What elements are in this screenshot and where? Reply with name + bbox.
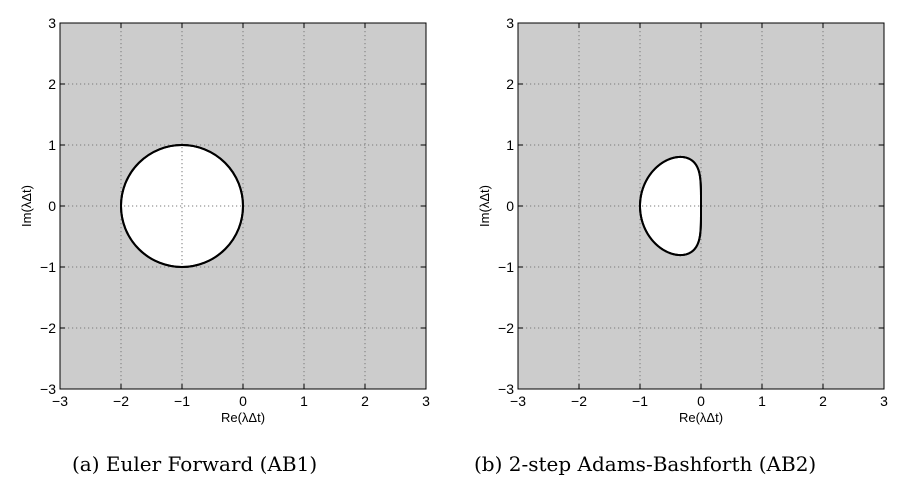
a-x-tick-label: −3 bbox=[52, 393, 68, 409]
b-y-tick-label: 2 bbox=[506, 76, 514, 92]
b-y-tick-label: −2 bbox=[498, 320, 514, 336]
b-stability-boundary bbox=[639, 155, 702, 257]
caption-euler-forward: (a) Euler Forward (AB1) bbox=[72, 452, 318, 476]
b-y-tick-label: 0 bbox=[506, 198, 514, 214]
b-y-tick-label: 3 bbox=[506, 15, 514, 31]
b-x-tick-label: 1 bbox=[758, 393, 766, 409]
a-x-tick-label: 0 bbox=[239, 393, 247, 409]
a-y-tick-label: −3 bbox=[40, 381, 56, 397]
a-x-axis-label: Re(λΔt) bbox=[221, 410, 265, 425]
b-y-tick-label: −1 bbox=[498, 259, 514, 275]
plot-adams-bashforth-2: −3 −2 −1 0 1 2 3 −3 −2 −1 0 1 2 3 Re(λΔt) Im(λΔt) bbox=[477, 15, 888, 425]
a-y-axis-label: Im(λΔt) bbox=[19, 185, 34, 227]
a-x-tick-label: −1 bbox=[174, 393, 190, 409]
b-x-tick-label: 3 bbox=[880, 393, 888, 409]
b-y-axis-label: Im(λΔt) bbox=[477, 185, 492, 227]
a-stability-boundary bbox=[120, 144, 244, 268]
a-x-tick-label: 2 bbox=[361, 393, 369, 409]
b-x-axis-label: Re(λΔt) bbox=[679, 410, 723, 425]
a-x-tick-label: 1 bbox=[300, 393, 308, 409]
a-y-tick-label: 3 bbox=[48, 15, 56, 31]
b-x-tick-label: 0 bbox=[697, 393, 705, 409]
a-x-tick-label: 3 bbox=[422, 393, 430, 409]
a-y-tick-label: −1 bbox=[40, 259, 56, 275]
b-x-tick-label: −3 bbox=[510, 393, 526, 409]
b-y-tick-label: 1 bbox=[506, 137, 514, 153]
a-y-tick-label: 2 bbox=[48, 76, 56, 92]
plot-euler-forward: −3 −2 −1 0 1 2 3 −3 −2 −1 0 1 2 3 Re(λΔt) Im(λΔt) bbox=[19, 15, 430, 425]
b-x-tick-label: −1 bbox=[632, 393, 648, 409]
a-x-tick-label: −2 bbox=[113, 393, 129, 409]
b-x-tick-label: 2 bbox=[819, 393, 827, 409]
b-y-tick-label: −3 bbox=[498, 381, 514, 397]
a-y-tick-label: 1 bbox=[48, 137, 56, 153]
a-y-tick-label: 0 bbox=[48, 198, 56, 214]
b-x-tick-label: −2 bbox=[571, 393, 587, 409]
caption-adams-bashforth-2: (b) 2-step Adams-Bashforth (AB2) bbox=[474, 452, 817, 476]
a-y-tick-label: −2 bbox=[40, 320, 56, 336]
